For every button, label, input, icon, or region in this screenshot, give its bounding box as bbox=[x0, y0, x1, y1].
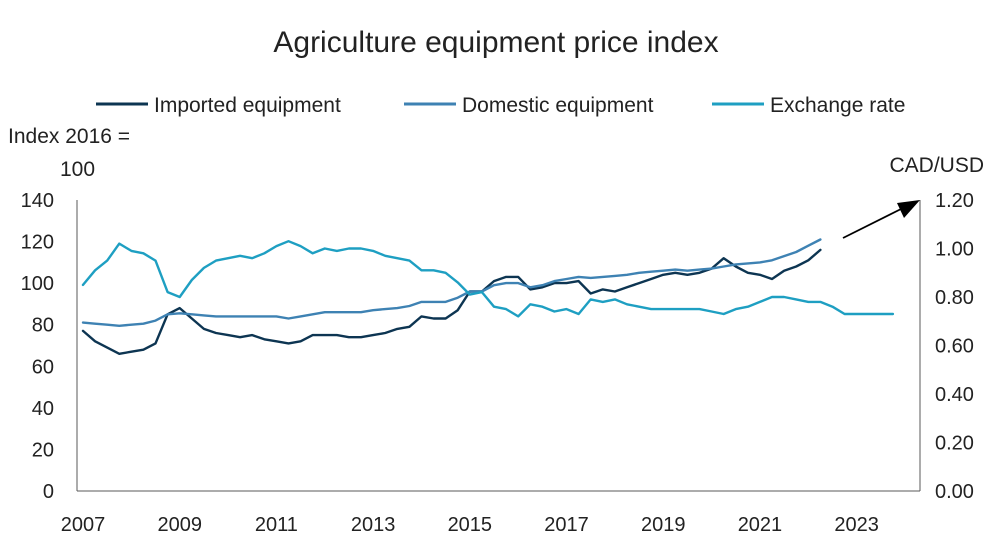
legend-label-exchange: Exchange rate bbox=[770, 94, 905, 117]
legend-label-domestic: Domestic equipment bbox=[462, 94, 654, 117]
left-tick-label: 60 bbox=[32, 356, 54, 378]
arrow-shaft bbox=[842, 207, 904, 239]
left-tick-label: 20 bbox=[32, 439, 54, 461]
left-axis-ticks: 0 20 40 60 80 100 120 140 bbox=[21, 190, 54, 503]
left-tick-label: 0 bbox=[43, 481, 54, 503]
right-tick-label: 1.00 bbox=[935, 239, 974, 261]
legend: Imported equipment Domestic equipment Ex… bbox=[96, 94, 905, 117]
right-tick-label: 1.20 bbox=[935, 190, 974, 212]
right-axis-ticks: 0.00 0.20 0.40 0.60 0.80 1.00 1.20 bbox=[935, 190, 974, 503]
x-tick-label: 2019 bbox=[641, 514, 686, 536]
series-line-1 bbox=[81, 238, 822, 327]
x-axis-ticks: 2007 2009 2011 2013 2015 2017 2019 2021 2023 bbox=[61, 514, 879, 536]
series-line-2 bbox=[81, 239, 895, 318]
right-tick-label: 0.20 bbox=[935, 433, 974, 455]
x-tick-label: 2009 bbox=[157, 514, 202, 536]
x-tick-label: 2015 bbox=[448, 514, 493, 536]
left-axis-label-line2: 100 bbox=[60, 158, 95, 181]
x-tick-label: 2013 bbox=[351, 514, 396, 536]
x-tick-label: 2017 bbox=[544, 514, 589, 536]
left-tick-label: 120 bbox=[21, 232, 54, 254]
series-lines bbox=[81, 238, 895, 355]
x-tick-label: 2023 bbox=[834, 514, 879, 536]
left-tick-label: 140 bbox=[21, 190, 54, 212]
chart-title: Agriculture equipment price index bbox=[273, 26, 718, 59]
left-tick-label: 100 bbox=[21, 273, 54, 295]
axis-arrow-annotation bbox=[842, 200, 920, 239]
x-tick-label: 2021 bbox=[738, 514, 783, 536]
right-axis-label: CAD/USD bbox=[889, 154, 984, 177]
x-tick-label: 2007 bbox=[61, 514, 106, 536]
left-tick-label: 80 bbox=[32, 315, 54, 337]
right-tick-label: 0.60 bbox=[935, 336, 974, 358]
right-tick-label: 0.80 bbox=[935, 287, 974, 309]
left-tick-label: 40 bbox=[32, 398, 54, 420]
arrow-head bbox=[897, 200, 920, 218]
right-tick-label: 0.40 bbox=[935, 384, 974, 406]
legend-label-imported: Imported equipment bbox=[154, 94, 341, 117]
left-axis-label-line1: Index 2016 = bbox=[8, 125, 130, 148]
right-tick-label: 0.00 bbox=[935, 481, 974, 503]
series-line-0 bbox=[81, 248, 822, 355]
x-tick-label: 2011 bbox=[255, 514, 298, 536]
